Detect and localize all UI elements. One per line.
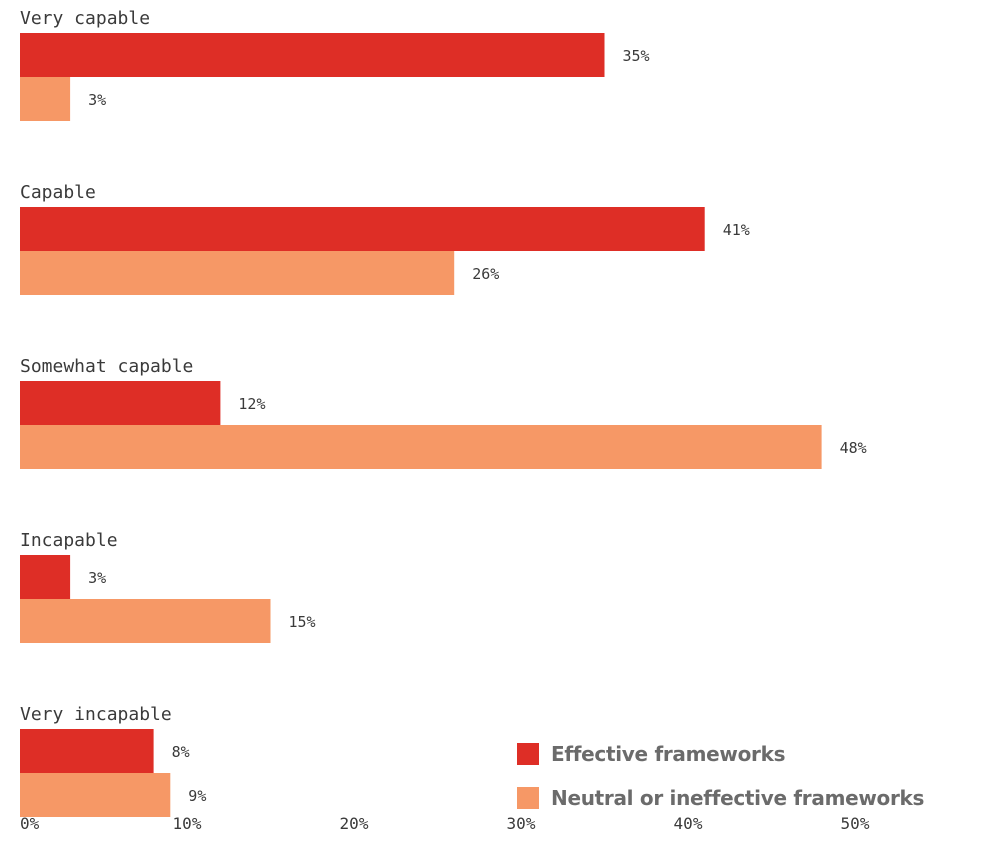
bar: [20, 729, 154, 773]
bar-value-label: 15%: [289, 613, 316, 631]
bar: [20, 425, 822, 469]
bar: [20, 773, 171, 817]
legend-label-effective: Effective frameworks: [551, 742, 786, 766]
bar: [20, 77, 71, 121]
legend-swatch-effective: [517, 743, 539, 765]
category-label: Incapable: [20, 530, 118, 551]
bar: [20, 381, 221, 425]
bar-value-label: 8%: [172, 743, 190, 761]
bar-value-label: 35%: [623, 47, 650, 65]
bar: [20, 207, 705, 251]
x-tick-label: 40%: [674, 814, 703, 833]
x-tick-label: 0%: [20, 814, 40, 833]
category-label: Very incapable: [20, 704, 172, 725]
category-label: Very capable: [20, 8, 150, 29]
legend: Effective frameworks Neutral or ineffect…: [517, 732, 924, 820]
bar-value-label: 12%: [238, 395, 265, 413]
bar: [20, 599, 271, 643]
x-tick-label: 30%: [507, 814, 536, 833]
x-tick-label: 20%: [340, 814, 369, 833]
bar: [20, 555, 71, 599]
bar: [20, 251, 455, 295]
bar-value-label: 9%: [188, 787, 206, 805]
x-tick-label: 10%: [173, 814, 202, 833]
bar-value-label: 26%: [472, 265, 499, 283]
legend-label-neutral: Neutral or ineffective frameworks: [551, 786, 925, 810]
x-tick-label: 50%: [841, 814, 870, 833]
legend-item-neutral: Neutral or ineffective frameworks: [517, 776, 924, 820]
bar-value-label: 41%: [723, 221, 750, 239]
legend-swatch-neutral: [517, 787, 539, 809]
bar: [20, 33, 605, 77]
legend-item-effective: Effective frameworks: [517, 732, 924, 776]
category-label: Capable: [20, 182, 96, 203]
bar-value-label: 3%: [88, 569, 106, 587]
category-label: Somewhat capable: [20, 356, 193, 377]
bar-value-label: 3%: [88, 91, 106, 109]
bar-value-label: 48%: [840, 439, 867, 457]
